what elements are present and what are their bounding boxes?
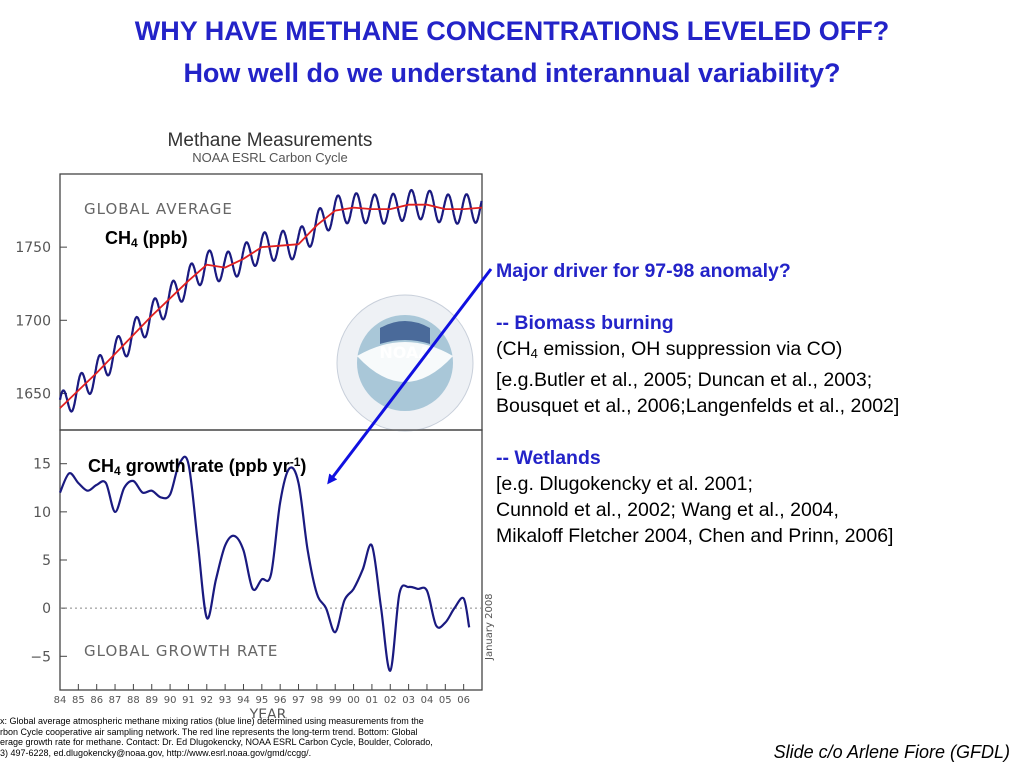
x-tick-label: 94 bbox=[237, 695, 250, 706]
wetlands-line-3: Mikaloff Fletcher 2004, Chen and Prinn, … bbox=[496, 525, 894, 547]
top-y-tick-label: 1700 bbox=[15, 313, 51, 329]
ch4-ppb-label: CH4 (ppb) bbox=[105, 228, 188, 250]
biomass-line-3: Bousquet et al., 2006;Langenfelds et al.… bbox=[496, 395, 900, 417]
bottom-y-tick-label: 5 bbox=[42, 553, 51, 569]
figure-caption: x: Global average atmospheric methane mi… bbox=[0, 716, 490, 758]
x-tick-label: 06 bbox=[457, 695, 470, 706]
measured-series-line bbox=[58, 188, 483, 413]
question-heading: Major driver for 97-98 anomaly? bbox=[496, 260, 791, 282]
x-tick-label: 96 bbox=[274, 695, 287, 706]
figure-title: Methane Measurements bbox=[168, 130, 373, 151]
x-tick-label: 89 bbox=[145, 695, 158, 706]
bottom-y-tick-label: −5 bbox=[30, 649, 51, 665]
caption-line: 3) 497-6228, ed.dlugokencky@noaa.gov, ht… bbox=[0, 747, 312, 758]
bottom-y-tick-label: 15 bbox=[33, 457, 51, 473]
x-tick-label: 95 bbox=[255, 695, 268, 706]
x-axis-label: YEAR bbox=[249, 707, 287, 718]
figure-subtitle: NOAA ESRL Carbon Cycle bbox=[192, 150, 348, 165]
wetlands-heading: -- Wetlands bbox=[496, 447, 601, 469]
top-panel-label: GLOBAL AVERAGE bbox=[84, 200, 233, 218]
growth-rate-series-line bbox=[58, 455, 471, 672]
slide-title: WHY HAVE METHANE CONCENTRATIONS LEVELED … bbox=[134, 16, 890, 46]
x-tick-label: 88 bbox=[127, 695, 140, 706]
caption-line: rbon Cycle cooperative air sampling netw… bbox=[0, 726, 418, 737]
bottom-panel-label: GLOBAL GROWTH RATE bbox=[84, 642, 278, 660]
slide-subtitle: How well do we understand interannual va… bbox=[183, 58, 841, 88]
bottom-plot-area bbox=[58, 455, 471, 672]
x-tick-label: 93 bbox=[219, 695, 232, 706]
x-tick-label: 86 bbox=[90, 695, 103, 706]
explanation-panel: Major driver for 97-98 anomaly? -- Bioma… bbox=[496, 258, 1021, 549]
x-tick-label: 04 bbox=[421, 695, 434, 706]
bottom-y-tick-label: 0 bbox=[42, 601, 51, 617]
date-stamp: January 2008 bbox=[484, 593, 495, 661]
ch4-growth-label: CH4 growth rate (ppb yr-1) bbox=[88, 455, 307, 478]
anomaly-arrow bbox=[327, 268, 493, 485]
x-tick-label: 85 bbox=[72, 695, 85, 706]
wetlands-line-1: [e.g. Dlugokencky et al. 2001; bbox=[496, 473, 753, 495]
x-tick-label: 03 bbox=[402, 695, 415, 706]
wetlands-line-2: Cunnold et al., 2002; Wang et al., 2004, bbox=[496, 499, 839, 521]
caption-line: x: Global average atmospheric methane mi… bbox=[0, 716, 424, 726]
x-tick-label: 91 bbox=[182, 695, 195, 706]
x-tick-label: 90 bbox=[164, 695, 177, 706]
trend-series-line bbox=[59, 203, 483, 409]
x-tick-label: 92 bbox=[200, 695, 213, 706]
methane-figure: Methane Measurements NOAA ESRL Carbon Cy… bbox=[15, 130, 495, 718]
x-tick-label: 99 bbox=[329, 695, 342, 706]
x-tick-label: 05 bbox=[439, 695, 452, 706]
biomass-heading: -- Biomass burning bbox=[496, 312, 674, 334]
caption-line: erage growth rate for methane. Contact: … bbox=[0, 737, 433, 747]
x-tick-label: 02 bbox=[384, 695, 397, 706]
x-axis: 84 85 86 87 88 89 90 91 92 93 94 95 96 97 98 99 00 01 02 03… bbox=[54, 684, 470, 706]
biomass-line-1: (CH4 emission, OH suppression via CO) bbox=[496, 338, 843, 361]
biomass-line-2: [e.g.Butler et al., 2005; Duncan et al.,… bbox=[496, 369, 873, 391]
bottom-y-tick-label: 10 bbox=[33, 505, 51, 521]
top-y-tick-label: 1750 bbox=[15, 240, 51, 256]
x-tick-label: 84 bbox=[54, 695, 67, 706]
x-tick-label: 00 bbox=[347, 695, 360, 706]
x-tick-label: 01 bbox=[366, 695, 379, 706]
bottom-y-axis: −5 0 5 10 15 bbox=[30, 457, 482, 665]
noaa-logo-text: NOAA bbox=[379, 343, 431, 362]
noaa-logo: NOAA bbox=[336, 294, 474, 432]
x-tick-label: 98 bbox=[311, 695, 324, 706]
top-y-tick-label: 1650 bbox=[15, 386, 51, 402]
top-plot-area bbox=[58, 188, 483, 413]
x-tick-label: 97 bbox=[292, 695, 305, 706]
x-tick-label: 87 bbox=[109, 695, 122, 706]
slide-credit: Slide c/o Arlene Fiore (GFDL) bbox=[773, 742, 1010, 762]
